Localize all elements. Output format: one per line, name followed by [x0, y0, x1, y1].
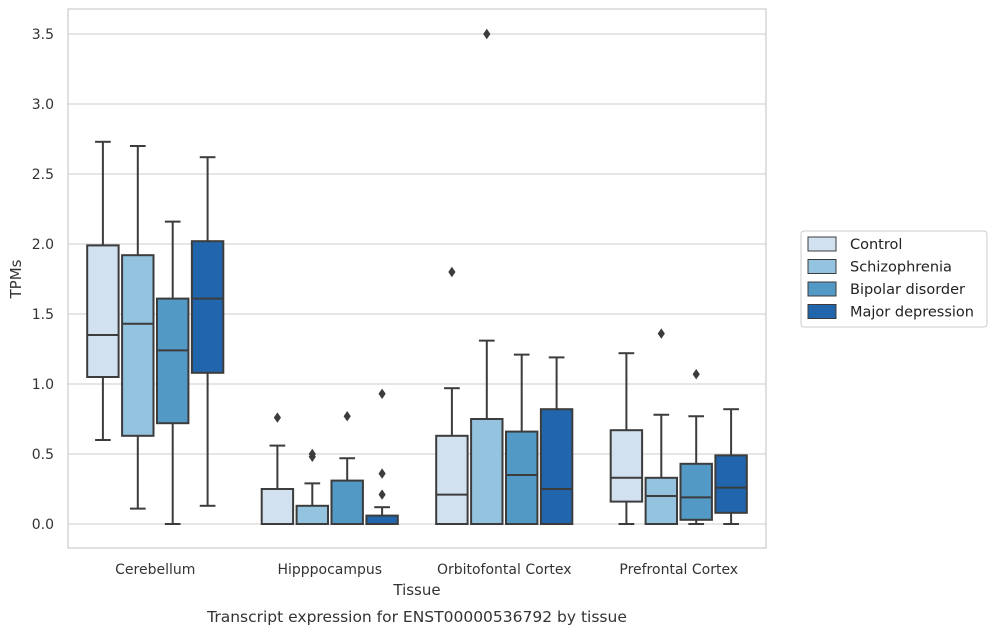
box-schizophrenia [121, 145, 155, 510]
y-tick-labels: 0.0 0.5 1.0 1.5 2.0 2.5 3.0 3.5 [32, 27, 54, 533]
box-schizophrenia [644, 328, 679, 525]
box-major-depression [365, 388, 399, 525]
box-iqr [295, 504, 330, 525]
legend-items: Control Schizophrenia Bipolar disorder Majo… [807, 236, 974, 321]
x-tick-label: Cerebellum [115, 562, 195, 578]
legend: Control Schizophrenia Bipolar disorder Majo… [800, 230, 988, 328]
box-iqr [86, 244, 120, 378]
outlier-point [343, 411, 351, 422]
x-axis-label: Tissue [392, 581, 440, 599]
x-tick-label: Orbitofontal Cortex [437, 562, 572, 578]
x-tick-label: Prefrontal Cortex [619, 562, 738, 578]
box-control [260, 412, 295, 525]
box-iqr [679, 462, 713, 521]
box-control [86, 140, 120, 441]
chart-caption: Transcript expression for ENST0000053679… [206, 608, 627, 626]
legend-swatch [807, 259, 837, 274]
outlier-point [378, 489, 386, 500]
y-tick-label: 1.0 [32, 377, 54, 393]
box-iqr [435, 434, 469, 525]
box-iqr [644, 476, 679, 525]
outlier-point [448, 266, 456, 278]
box-major-depression [190, 156, 225, 507]
outlier-point [657, 328, 665, 339]
box-schizophrenia [470, 28, 504, 525]
outlier-point [273, 412, 281, 423]
box-iqr [330, 479, 364, 526]
box-control [435, 266, 469, 525]
box-bipolar-disorder [679, 369, 713, 525]
outlier-point [483, 28, 491, 40]
box-bipolar-disorder [504, 353, 539, 526]
box-iqr [609, 429, 644, 503]
outlier-point [378, 388, 386, 399]
legend-swatch [807, 304, 837, 319]
box-iqr [121, 254, 155, 437]
x-tick-labels: Cerebellum Hipppocampus Orbitofontal Corte… [115, 562, 738, 578]
y-tick-label: 0.0 [32, 517, 54, 533]
box-iqr [504, 430, 539, 526]
box-iqr [539, 408, 574, 526]
legend-label: Major depression [850, 305, 974, 321]
y-tick-label: 1.5 [32, 307, 54, 323]
x-tick-label: Hipppocampus [277, 562, 382, 578]
y-tick-label: 2.5 [32, 167, 54, 183]
outlier-point [378, 468, 386, 479]
y-tick-label: 3.0 [32, 97, 54, 113]
box-iqr [190, 240, 225, 374]
box-major-depression [539, 356, 574, 526]
box-iqr [155, 297, 190, 425]
legend-swatch [807, 236, 837, 252]
box-major-depression [714, 408, 748, 525]
box-bipolar-disorder [330, 411, 364, 526]
outlier-point [692, 369, 700, 380]
box-iqr [365, 514, 399, 525]
outlier-point [308, 448, 316, 460]
box-plot-series [86, 28, 748, 526]
box-schizophrenia [295, 448, 330, 525]
box-iqr [260, 488, 295, 525]
legend-label: Schizophrenia [850, 260, 952, 276]
plot-frame [67, 8, 767, 549]
y-tick-label: 2.0 [32, 237, 54, 253]
box-iqr [714, 454, 748, 514]
y-tick-label: 3.5 [32, 27, 54, 43]
box-control [609, 352, 644, 525]
legend-swatch [807, 281, 837, 297]
box-iqr [470, 418, 504, 525]
legend-label: Control [850, 237, 902, 253]
y-axis-label: TPMs [7, 259, 25, 299]
box-bipolar-disorder [155, 220, 190, 525]
legend-frame [800, 230, 988, 328]
legend-label: Bipolar disorder [850, 282, 965, 298]
y-tick-label: 0.5 [32, 447, 54, 463]
